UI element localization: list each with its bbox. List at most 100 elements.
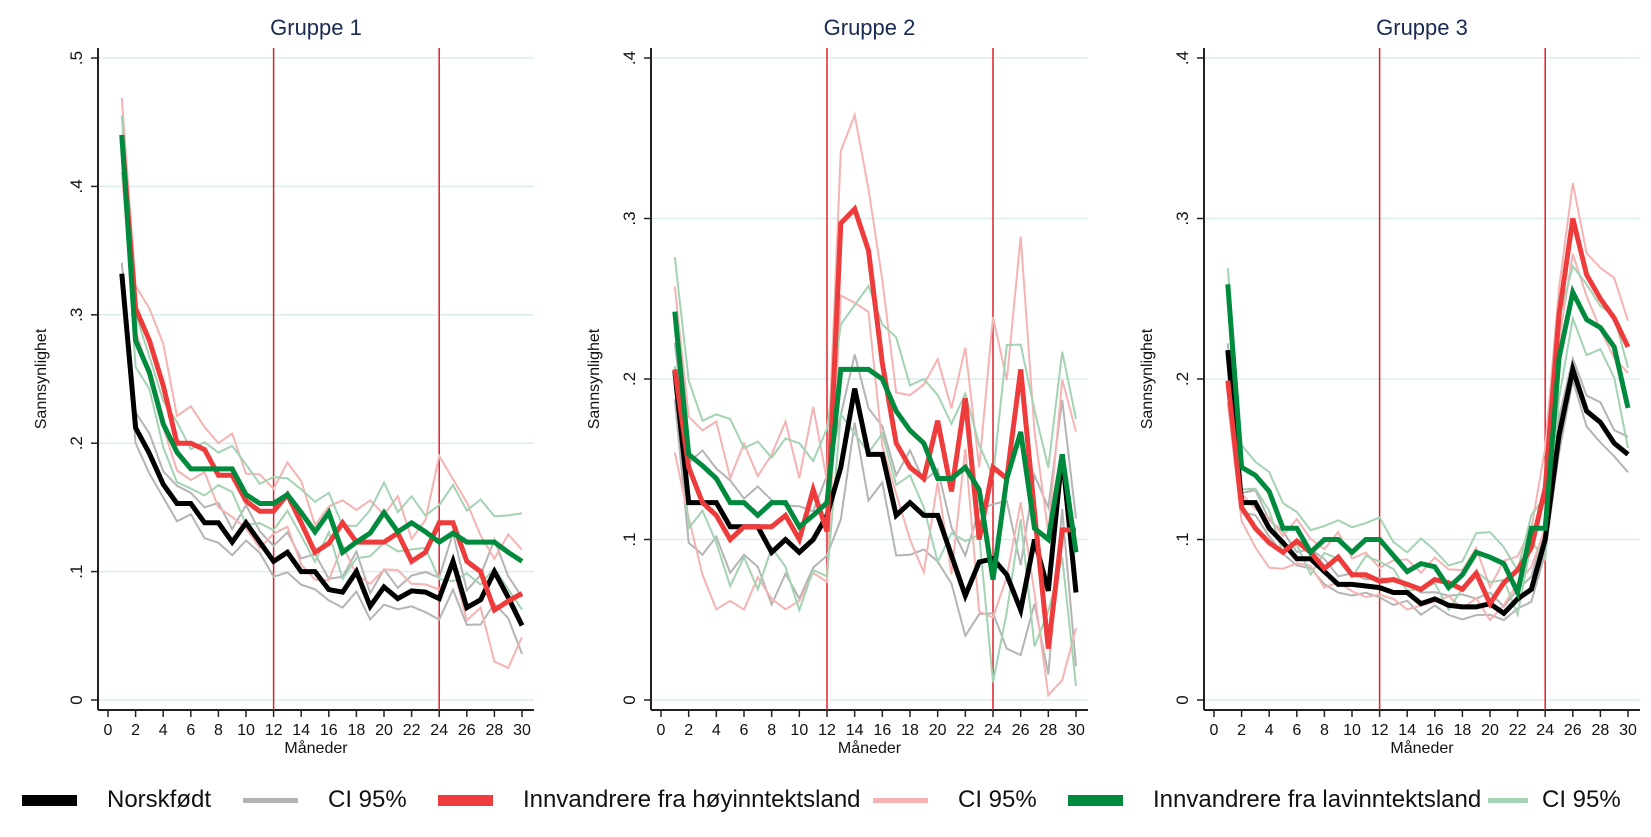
legend: Norskfødt CI 95% Innvandrere fra høyinnt… [0,780,1651,830]
y-tick-label: .1 [620,532,639,546]
legend-swatch [1488,797,1528,803]
series-line [1225,349,1630,617]
panel-3: 0.1.2.3.40 2 4 6 8 10 12 14 16 18 20 22 24 26 28 30Måne… [1139,15,1640,757]
y-tick-label: .5 [67,51,86,65]
x-tick-label: 12 [818,722,836,739]
ci-line-upper [673,111,1077,534]
x-tick-label: 14 [1398,722,1416,739]
legend-swatch [1068,794,1123,806]
ci-line-lower [673,399,1077,675]
y-tick-label: .1 [1173,532,1192,546]
x-tick-label: 14 [846,722,864,739]
ci-line-upper [120,98,523,561]
x-tick-label: 0 [104,722,113,739]
x-tick-label: 22 [956,722,974,739]
x-tick-label: 22 [403,722,421,739]
series-line [672,204,1076,649]
series-line [119,273,525,627]
x-tick-label: 8 [767,722,776,739]
x-tick-label: 10 [1343,722,1361,739]
y-tick-label: 0 [1173,695,1192,704]
series-line [672,311,1079,580]
panel-title: Gruppe 1 [270,15,362,40]
ci-line-lower [673,366,1077,687]
series-line [119,134,524,614]
x-tick-label: 26 [458,722,476,739]
series-line [1225,217,1631,609]
y-tick-label: .3 [1173,211,1192,225]
x-tick-label: 18 [1454,722,1472,739]
chart-area: 0.1.2.3.4.50 2 4 6 8 10 12 14 16 18 20 22 24 26 28 30Må… [33,15,1640,757]
x-tick-label: 2 [1237,722,1246,739]
y-tick-label: .2 [620,372,639,386]
x-tick-label: 20 [929,722,947,739]
x-tick-label: 24 [984,722,1002,739]
x-tick-label: 26 [1012,722,1030,739]
panel-title: Gruppe 2 [824,15,916,40]
x-tick-label: 6 [186,722,195,739]
x-axis-label: Måneder [1390,739,1454,757]
ci-line-lower [673,293,1077,698]
legend-label: CI 95% [958,786,1037,813]
x-tick-label: 28 [1592,722,1610,739]
x-tick-label: 28 [486,722,504,739]
panel-1: 0.1.2.3.4.50 2 4 6 8 10 12 14 16 18 20 22 24 26 28 30Må… [33,15,534,757]
x-tick-label: 2 [684,722,693,739]
y-tick-label: .4 [67,179,86,193]
panel-2: 0.1.2.3.40 2 4 6 8 10 12 14 16 18 20 22 24 26 28 30Måne… [586,15,1088,757]
y-tick-label: .3 [620,211,639,225]
y-tick-label: .3 [67,308,86,322]
y-tick-label: .4 [620,51,639,65]
x-tick-label: 24 [1536,722,1554,739]
legend-item-norskfodt: Norskfødt [22,780,211,820]
ci-line-upper [1226,343,1629,609]
x-tick-label: 12 [1371,722,1389,739]
x-tick-label: 4 [159,722,168,739]
x-tick-label: 10 [790,722,808,739]
x-tick-label: 30 [513,722,531,739]
x-tick-label: 2 [131,722,140,739]
ci-line-lower [120,284,523,655]
ci-line-upper [673,342,1077,566]
panel-title: Gruppe 3 [1376,15,1468,40]
x-tick-label: 6 [740,722,749,739]
legend-item-hoyinntekt: Innvandrere fra høyinntektsland [438,780,861,820]
x-tick-label: 26 [1564,722,1582,739]
x-tick-label: 0 [1210,722,1219,739]
y-tick-label: .4 [1173,51,1192,65]
legend-label: Norskfødt [107,786,212,813]
legend-item-ci-hoyinntekt: CI 95% [873,780,1037,820]
legend-label: Innvandrere fra høyinntektsland [523,786,861,813]
legend-swatch [22,794,77,806]
series-line [1225,284,1631,601]
legend-label: Innvandrere fra lavinntektsland [1153,786,1482,813]
y-tick-label: 0 [67,695,86,704]
y-axis-label: Sannsynlighet [586,328,603,429]
y-axis-label: Sannsynlighet [33,328,50,429]
legend-swatch [873,797,928,803]
ci-line-upper [120,115,523,527]
x-tick-label: 22 [1509,722,1527,739]
legend-item-ci-norskfodt: CI 95% [243,780,407,820]
legend-label: CI 95% [1542,786,1621,813]
legend-label: CI 95% [328,786,407,813]
series-line [119,134,524,564]
x-tick-label: 4 [1265,722,1274,739]
legend-item-ci-lavinntekt: CI 95% [1488,780,1621,820]
x-tick-label: 4 [712,722,721,739]
y-axis-label: Sannsynlighet [1139,328,1156,429]
x-tick-label: 0 [657,722,666,739]
x-tick-label: 24 [430,722,448,739]
y-tick-label: .2 [67,436,86,450]
legend-swatch [243,797,298,803]
x-tick-label: 14 [292,722,310,739]
x-tick-label: 18 [901,722,919,739]
x-tick-label: 16 [320,722,338,739]
x-tick-label: 30 [1067,722,1085,739]
x-tick-label: 20 [1481,722,1499,739]
x-tick-label: 30 [1619,722,1637,739]
x-axis-label: Måneder [284,739,348,757]
y-tick-label: .2 [1173,372,1192,386]
y-tick-label: .1 [67,565,86,579]
x-tick-label: 16 [873,722,891,739]
